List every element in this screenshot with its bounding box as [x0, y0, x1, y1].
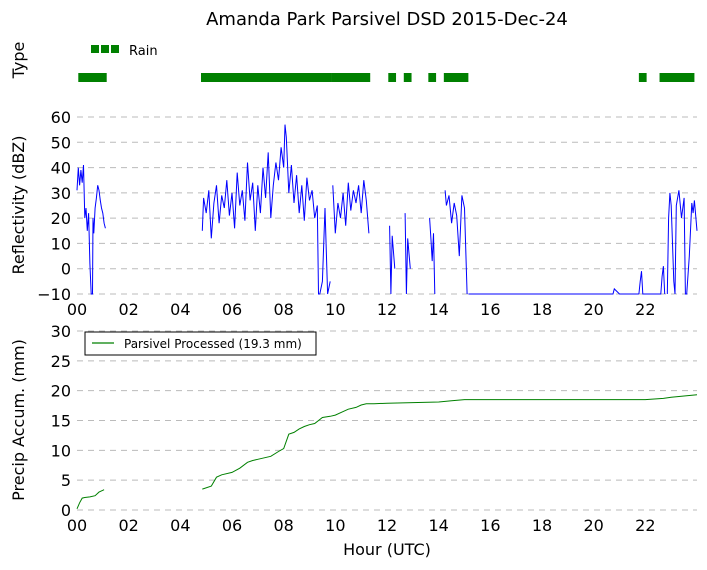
precip-series	[76, 394, 698, 509]
x-tick-label: 12	[377, 300, 397, 319]
x-tick-label: 06	[222, 516, 242, 535]
rain-interval-bar	[78, 73, 107, 82]
y-tick-label: 30	[51, 322, 71, 341]
x-tick-label: 04	[170, 516, 190, 535]
x-tick-label: 02	[118, 516, 138, 535]
reflectivity-y-ticks: −10 0 10 20 30 40 50 60	[37, 108, 71, 304]
x-tick-label: 20	[583, 516, 603, 535]
precip-legend: Parsivel Processed (19.3 mm)	[84, 331, 317, 356]
reflectivity-x-ticks: 00 02 04 06 08 10 12 14 16 18 20 22	[67, 300, 656, 319]
series-line	[76, 489, 105, 509]
rain-interval-bar	[201, 73, 332, 82]
y-tick-label: 40	[51, 159, 71, 178]
y-tick-label: 10	[51, 234, 71, 253]
x-tick-label: 12	[377, 516, 397, 535]
rain-legend-square	[111, 45, 119, 53]
x-tick-label: 06	[222, 300, 242, 319]
x-tick-label: 00	[67, 516, 87, 535]
rain-interval-bar	[659, 73, 695, 82]
series-line	[389, 225, 396, 295]
reflectivity-gridlines	[77, 116, 697, 295]
y-tick-label: 0	[61, 501, 71, 520]
rain-interval-bar	[638, 73, 647, 82]
y-tick-label: 60	[51, 108, 71, 127]
y-tick-label: 50	[51, 133, 71, 152]
type-legend: Rain	[91, 44, 158, 59]
precip-y-ticks: 0 5 10 15 20 25 30	[51, 322, 71, 520]
rain-interval-bar	[428, 73, 437, 82]
x-tick-label: 08	[273, 300, 293, 319]
x-tick-label: 08	[273, 516, 293, 535]
rain-interval-bar	[388, 73, 397, 82]
series-line	[468, 287, 639, 295]
y-tick-label: 20	[51, 209, 71, 228]
series-line	[332, 180, 370, 234]
rain-legend-label: Rain	[129, 44, 158, 59]
type-panel: Type Rain	[9, 42, 695, 82]
x-tick-label: 22	[635, 300, 655, 319]
x-tick-label: 10	[325, 516, 345, 535]
rain-intervals	[78, 73, 695, 82]
rain-legend-swatch	[91, 45, 119, 53]
precip-legend-label: Parsivel Processed (19.3 mm)	[124, 337, 302, 351]
x-tick-label: 18	[532, 300, 552, 319]
x-tick-label: 00	[67, 300, 87, 319]
precip-ylabel: Precip Accum. (mm)	[9, 339, 28, 501]
reflectivity-panel: Reflectivity (dBZ) −10 0 10 20 30 40 50 60 00 02…	[9, 108, 698, 319]
x-tick-label: 02	[118, 300, 138, 319]
y-tick-label: −10	[37, 285, 71, 304]
x-tick-label: 16	[480, 300, 500, 319]
x-tick-label: 18	[532, 516, 552, 535]
rain-legend-square	[101, 45, 109, 53]
y-tick-label: 20	[51, 382, 71, 401]
y-tick-label: 5	[61, 471, 71, 490]
precip-gridlines	[77, 330, 697, 511]
series-line	[76, 164, 106, 295]
x-tick-label: 20	[583, 300, 603, 319]
series-line	[201, 124, 331, 295]
series-line	[638, 266, 666, 295]
x-tick-label: 14	[428, 516, 448, 535]
series-line	[429, 218, 436, 295]
y-tick-label: 15	[51, 412, 71, 431]
x-tick-label: 16	[480, 516, 500, 535]
series-line	[444, 190, 468, 295]
x-tick-label: 04	[170, 300, 190, 319]
x-tick-label: 22	[635, 516, 655, 535]
rain-interval-bar	[403, 73, 412, 82]
rain-interval-bar	[331, 73, 371, 82]
y-tick-label: 10	[51, 441, 71, 460]
precip-legend-box	[84, 331, 317, 356]
precip-x-ticks: 00 02 04 06 08 10 12 14 16 18 20 22	[67, 516, 656, 535]
y-tick-label: 30	[51, 184, 71, 203]
type-panel-ylabel: Type	[9, 42, 28, 80]
series-line	[202, 394, 698, 490]
x-tick-label: 10	[325, 300, 345, 319]
reflectivity-ylabel: Reflectivity (dBZ)	[9, 136, 28, 275]
reflectivity-series	[76, 124, 698, 295]
y-tick-label: 25	[51, 352, 71, 371]
rain-interval-bar	[443, 73, 469, 82]
y-tick-label: 0	[61, 260, 71, 279]
series-line	[666, 190, 698, 295]
rain-legend-square	[91, 45, 99, 53]
x-tick-label: 14	[428, 300, 448, 319]
chart-title: Amanda Park Parsivel DSD 2015-Dec-24	[206, 9, 568, 30]
x-axis-label: Hour (UTC)	[343, 540, 431, 559]
series-line	[404, 213, 411, 295]
precip-panel: Precip Accum. (mm) 0 5 10 15 20 25 30 00 02 04 06…	[9, 322, 698, 559]
